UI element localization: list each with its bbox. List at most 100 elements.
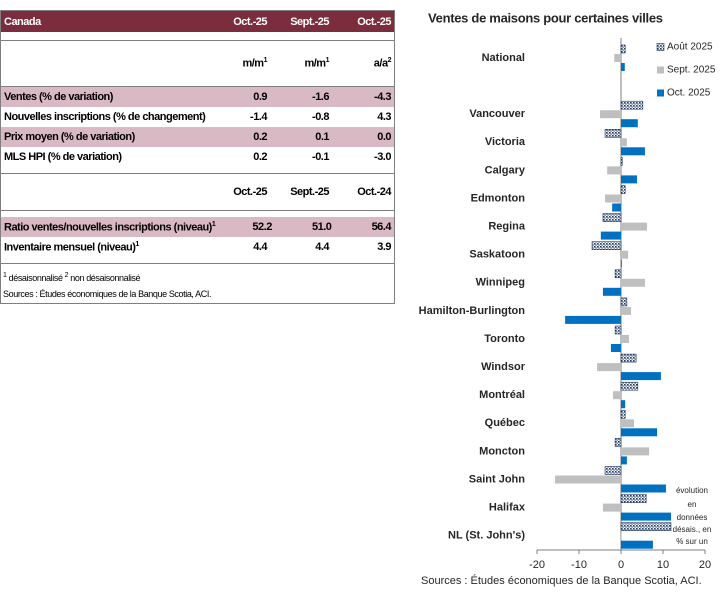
row-label: Prix moyen (% de variation): [1, 131, 208, 143]
category-label: Hamilton-Burlington: [419, 305, 526, 317]
bar: [621, 306, 632, 315]
x-tick-label: 20: [699, 559, 711, 571]
bar: [555, 475, 621, 484]
legend-label: Août 2025: [667, 42, 713, 53]
bar: [614, 269, 622, 279]
bar: [602, 503, 621, 512]
bar: [591, 241, 622, 250]
header-cell: Oct.-25: [233, 186, 267, 198]
legend-label: Oct. 2025: [667, 88, 711, 99]
bar: [614, 325, 622, 335]
category-label: Montréal: [479, 389, 525, 401]
category-label: Windsor: [481, 361, 526, 373]
sup: 1: [3, 272, 7, 279]
bar: [621, 175, 637, 184]
legend-swatch: [657, 66, 664, 74]
category-label: Moncton: [479, 445, 525, 457]
header-cell: Sept.-25: [290, 15, 329, 28]
category-label: Québec: [485, 417, 525, 429]
x-tick-label: 0: [618, 559, 624, 571]
bar: [621, 456, 627, 465]
bar: [621, 63, 625, 71]
header2-row: Oct.-25 Sept.-25 Oct.-24: [1, 173, 394, 211]
header-cell: Sept.-25: [290, 186, 329, 198]
sup: 2: [64, 272, 69, 279]
bar: [602, 287, 621, 296]
bar: [620, 185, 626, 194]
cell: 52.2: [252, 221, 272, 233]
cell: -1.4: [250, 111, 267, 123]
bar: [605, 194, 621, 203]
cell: 0.0: [377, 131, 391, 143]
category-label: Edmonton: [471, 192, 526, 204]
annotation: données: [677, 513, 708, 522]
bar: [621, 447, 650, 456]
cell: 56.4: [371, 221, 392, 233]
cell: 3.9: [377, 241, 391, 253]
bar: [621, 335, 629, 343]
table-row: Nouvelles inscriptions (% de changement)…: [1, 107, 394, 127]
row-label: Ratio ventes/nouvelles inscriptions (niv…: [1, 220, 216, 234]
sup: 2: [387, 57, 392, 65]
cell: -0.8: [312, 111, 329, 123]
bar: [612, 203, 621, 212]
footnote-text: non désaisonnalisé: [70, 273, 141, 283]
bar: [610, 344, 621, 352]
bar: [621, 119, 638, 128]
data-table: Canada Oct.-25 Sept.-25 Oct.-25 m/m1 m/m…: [0, 10, 395, 304]
chart-title: Ventes de maisons pour certaines villes: [428, 10, 663, 25]
row-label: MLS HPI (% de variation): [1, 151, 208, 163]
bar: [604, 129, 622, 138]
legend-label: Sept. 2025: [667, 65, 716, 76]
category-label: Saint John: [469, 473, 526, 485]
units-row: m/m1 m/m1 a/a2: [1, 40, 394, 87]
sup: 1: [211, 220, 216, 228]
table-row: MLS HPI (% de variation) 0.2 -0.1 -3.0: [1, 147, 394, 167]
bar: [600, 110, 621, 119]
annotation: désais., en: [673, 525, 712, 534]
row-label-text: Ventes (% de variation): [4, 91, 113, 103]
bar: [621, 512, 671, 521]
bar: [621, 400, 626, 409]
legend-swatch: [656, 43, 665, 51]
bar: [621, 250, 629, 259]
bar: [604, 466, 622, 475]
cell: 0.2: [253, 151, 267, 163]
category-label: Toronto: [484, 333, 525, 345]
unit-cell: a/a2: [332, 57, 394, 70]
cell: -3.0: [374, 151, 391, 163]
bar: [597, 363, 621, 372]
chart-source: Sources : Études économiques de la Banqu…: [421, 575, 702, 587]
table-row: Ventes (% de variation) 0.9 -1.6 -4.3: [1, 87, 394, 107]
bar: [621, 419, 635, 428]
x-tick-label: 10: [657, 559, 669, 571]
row-label-text: Ratio ventes/nouvelles inscriptions (niv…: [4, 221, 212, 234]
unit-cell: m/m1: [270, 57, 332, 70]
row-label: Inventaire mensuel (niveau)1: [1, 241, 208, 254]
table-header: Canada Oct.-25 Sept.-25 Oct.-25: [1, 11, 394, 32]
bar: [621, 484, 666, 493]
x-tick-label: -20: [529, 559, 545, 571]
bar: [621, 222, 648, 231]
header-cell: Oct.-25: [233, 15, 267, 28]
row-label: Ventes (% de variation): [1, 91, 208, 103]
header-cell: Oct.-24: [357, 186, 391, 198]
table-source: Sources : Études économiques de la Banqu…: [3, 289, 212, 299]
bar: [620, 157, 623, 166]
sup: 1: [325, 57, 330, 65]
bar: [621, 147, 645, 156]
bar: [614, 438, 622, 447]
category-label: Saskatoon: [469, 249, 525, 261]
bar: [621, 428, 658, 437]
bar: [621, 278, 645, 287]
header-cell: Oct.-25: [357, 15, 391, 28]
category-label: Vancouver: [469, 108, 525, 120]
table-row: Ratio ventes/nouvelles inscriptions (niv…: [1, 217, 394, 237]
category-label: NL (St. John's): [448, 530, 525, 542]
table-row: Prix moyen (% de variation) 0.2 0.1 0.0: [1, 127, 394, 147]
cell: 4.4: [253, 241, 267, 253]
table-row: Inventaire mensuel (niveau)1 4.4 4.4 3.9: [1, 237, 394, 257]
cell: 0.1: [315, 131, 329, 143]
footnote-text: désaisonnalisé: [8, 273, 63, 283]
row-label: Nouvelles inscriptions (% de changement): [1, 111, 208, 123]
